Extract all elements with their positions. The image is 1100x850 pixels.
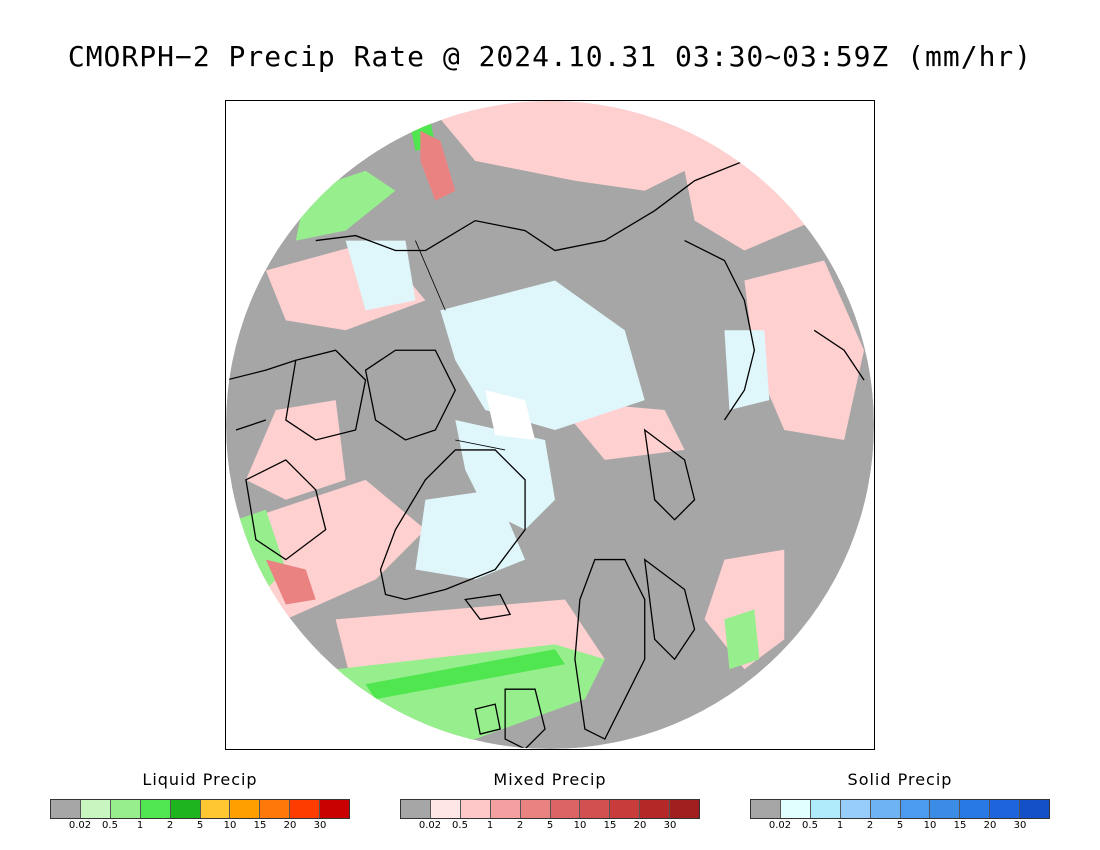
legend-swatch xyxy=(990,800,1021,818)
legend-swatches xyxy=(400,799,700,819)
map-title: CMORPH−2 Precip Rate @ 2024.10.31 03:30~… xyxy=(67,40,1033,73)
legend-swatch xyxy=(1020,800,1050,818)
legend-tick-label: 0.02 xyxy=(768,820,792,831)
legend-swatch xyxy=(401,800,431,818)
legend-title: Liquid Precip xyxy=(142,770,258,789)
legend-swatch xyxy=(640,800,671,818)
legend-ticks: 0.02 0.5 1 2 5 10 15 20 30 xyxy=(50,820,350,834)
legend-swatches xyxy=(50,799,350,819)
legend-swatch xyxy=(610,800,641,818)
scandinavia-coast xyxy=(574,558,646,740)
coastlines xyxy=(226,160,865,749)
legend-swatch xyxy=(810,800,841,818)
legend-tick-label: 10 xyxy=(573,820,587,831)
legend-tick-label: 30 xyxy=(313,820,327,831)
legend-swatch xyxy=(580,800,611,818)
legend-swatch xyxy=(230,800,261,818)
legend-tick-label: 10 xyxy=(923,820,937,831)
snow-max-area xyxy=(485,390,536,440)
legend-swatch xyxy=(320,800,350,818)
legend-tick-label: 20 xyxy=(283,820,297,831)
legend-tick-label: 30 xyxy=(1013,820,1027,831)
legend-swatch xyxy=(460,800,491,818)
legend-swatch xyxy=(870,800,901,818)
legend-tick-label: 15 xyxy=(603,820,617,831)
ireland-coast xyxy=(474,703,501,735)
legend-tick-label: 0.02 xyxy=(68,820,92,831)
legend-swatch xyxy=(960,800,991,818)
legend-liquid: Liquid Precip 0.02 0.5 1 2 5 10 15 20 30 xyxy=(50,770,350,834)
legend-swatch xyxy=(780,800,811,818)
legend-tick-label: 5 xyxy=(196,820,204,831)
legend-tick-label: 2 xyxy=(516,820,524,831)
legend-swatch xyxy=(550,800,581,818)
legend-swatch xyxy=(900,800,931,818)
legend-tick-label: 1 xyxy=(836,820,844,831)
legend-swatch xyxy=(290,800,321,818)
legend-tick-label: 30 xyxy=(663,820,677,831)
legend-tick-label: 2 xyxy=(166,820,174,831)
legend-swatch xyxy=(80,800,111,818)
legend-swatch xyxy=(170,800,201,818)
legend-title: Mixed Precip xyxy=(493,770,607,789)
mixed-precip-heavy-2 xyxy=(265,559,316,605)
legend-tick-label: 10 xyxy=(223,820,237,831)
legend-ticks: 0.02 0.5 1 2 5 10 15 20 30 xyxy=(400,820,700,834)
legend-solid: Solid Precip 0.02 0.5 1 2 5 10 15 20 30 xyxy=(750,770,1050,834)
legend-tick-label: 1 xyxy=(486,820,494,831)
legend-title: Solid Precip xyxy=(847,770,953,789)
legend-tick-label: 5 xyxy=(896,820,904,831)
legend-swatch xyxy=(520,800,551,818)
legend-tick-label: 20 xyxy=(983,820,997,831)
iceland-coast xyxy=(464,593,512,621)
legend-swatch xyxy=(260,800,291,818)
legend-tick-label: 15 xyxy=(253,820,267,831)
legend-swatch xyxy=(930,800,961,818)
legend-swatch xyxy=(430,800,461,818)
legend-swatch xyxy=(670,800,700,818)
legend-tick-label: 0.5 xyxy=(102,820,118,831)
legend-tick-label: 0.02 xyxy=(418,820,442,831)
legend-mixed: Mixed Precip 0.02 0.5 1 2 5 10 15 20 30 xyxy=(400,770,700,834)
legend-swatch xyxy=(110,800,141,818)
greenland-coast xyxy=(379,449,526,601)
legend-swatch xyxy=(140,800,171,818)
legend-ticks: 0.02 0.5 1 2 5 10 15 20 30 xyxy=(750,820,1050,834)
legend-swatch xyxy=(51,800,81,818)
legend-swatch xyxy=(490,800,521,818)
legend-swatches xyxy=(750,799,1050,819)
legend-swatch xyxy=(200,800,231,818)
legend-swatch xyxy=(840,800,871,818)
borders xyxy=(415,240,506,451)
polar-map xyxy=(225,100,875,750)
legend-tick-label: 0.5 xyxy=(802,820,818,831)
legend-tick-label: 0.5 xyxy=(452,820,468,831)
legend-tick-label: 15 xyxy=(953,820,967,831)
legend-swatch xyxy=(751,800,781,818)
uk-coast xyxy=(504,688,546,749)
legend-tick-label: 1 xyxy=(136,820,144,831)
polar-map-canvas xyxy=(226,101,874,749)
legend-tick-label: 20 xyxy=(633,820,647,831)
legend-tick-label: 5 xyxy=(546,820,554,831)
mixed-precip-heavy xyxy=(420,130,456,201)
legend-tick-label: 2 xyxy=(866,820,874,831)
